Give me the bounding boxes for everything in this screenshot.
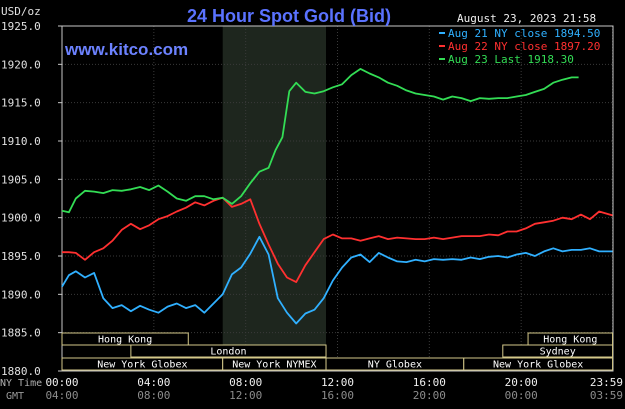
plot-frame (61, 25, 614, 372)
series-line-0 (61, 235, 613, 325)
y-axis-label: USD/oz (1, 5, 41, 18)
session-label-6: NY Globex (368, 360, 422, 371)
y-axis: 1880.0 1885.0 1890.0 1895.0 1900.0 1905.0 1910… (1, 20, 62, 378)
session-label-4: New York Globex (97, 360, 187, 371)
session-label-0: Hong Kong (98, 335, 152, 346)
session-label-5: New York NYMEX (232, 360, 316, 371)
x-tick-label-gmt-6: 03:59 (590, 389, 623, 402)
y-tick-label-0: 1880.0 (1, 365, 41, 378)
legend-label-0: Aug 21 NY close 1894.50 (448, 27, 600, 40)
y-tick-label-8: 1920.0 (1, 58, 41, 71)
y-tick-label-2: 1890.0 (1, 288, 41, 301)
session-label-1: Hong Kong (543, 335, 597, 346)
session-label-7: New York Globex (493, 360, 583, 371)
y-tick-label-1: 1885.0 (1, 327, 41, 340)
x-tick-label-ny-0: 00:00 (45, 376, 78, 389)
legend-label-2: Aug 23 Last 1918.30 (448, 53, 574, 66)
y-tick-label-3: 1895.0 (1, 250, 41, 263)
y-tick-label-4: 1900.0 (1, 212, 41, 225)
x-tick-label-ny-5: 20:00 (505, 376, 538, 389)
x-axis: 00:0004:0004:0008:0008:0012:0012:0016:00… (45, 376, 623, 402)
y-tick-label-5: 1905.0 (1, 173, 41, 186)
chart-timestamp: August 23, 2023 21:58 (457, 12, 596, 25)
session-label-3: Sydney (540, 347, 576, 358)
series-line-1 (62, 196, 613, 284)
y-tick-label-6: 1910.0 (1, 135, 41, 148)
x-tick-label-ny-4: 16:00 (413, 376, 446, 389)
market-sessions: Hong Kong Hong Kong London Sydney New York G… (61, 332, 614, 371)
chart-title: 24 Hour Spot Gold (Bid) (187, 6, 391, 26)
session-box-3 (502, 344, 614, 358)
x-tick-label-gmt-1: 08:00 (137, 389, 170, 402)
x-tick-label-gmt-0: 04:00 (45, 389, 78, 402)
series-line-2 (61, 68, 579, 214)
session-box-7 (463, 357, 614, 371)
x-tick-label-gmt-5: 00:00 (505, 389, 538, 402)
x-tick-label-gmt-4: 20:00 (413, 389, 446, 402)
session-box-0 (61, 332, 189, 346)
legend-label-1: Aug 22 NY close 1897.20 (448, 40, 600, 53)
y-tick-label-7: 1915.0 (1, 97, 41, 110)
session-box-2 (130, 344, 327, 358)
x-tick-label-ny-2: 08:00 (229, 376, 262, 389)
x-tick-label-ny-6: 23:59 (590, 376, 623, 389)
series-lines (61, 68, 613, 325)
x-tick-label-ny-1: 04:00 (137, 376, 170, 389)
y-tick-label-9: 1925.0 (1, 20, 41, 33)
source-watermark: www.kitco.com (64, 40, 188, 59)
ny-time-row-label: NY Time (0, 378, 42, 389)
gmt-row-label: GMT (6, 391, 24, 402)
x-tick-label-gmt-2: 12:00 (229, 389, 262, 402)
nymex-session-highlight (222, 26, 327, 371)
x-tick-label-ny-3: 12:00 (321, 376, 354, 389)
session-label-2: London (210, 347, 246, 358)
x-tick-label-gmt-3: 16:00 (321, 389, 354, 402)
